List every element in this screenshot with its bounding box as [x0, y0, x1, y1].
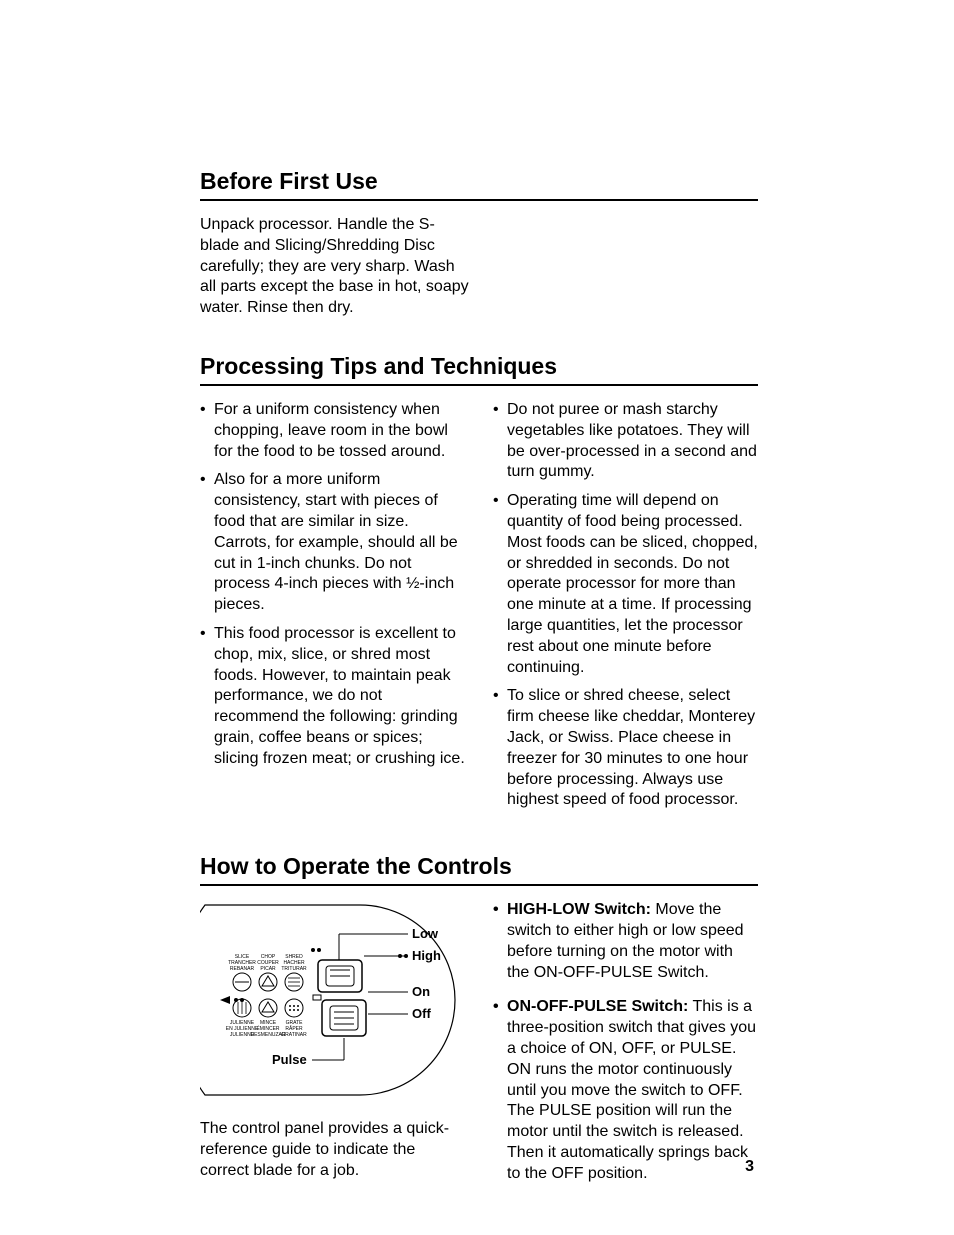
controls-caption: The control panel provides a quick-refer… — [200, 1119, 450, 1181]
svg-text:RÂPER: RÂPER — [285, 1025, 303, 1032]
list-item: For a uniform consistency when chopping,… — [200, 400, 465, 462]
section-title-controls: How to Operate the Controls — [200, 853, 758, 886]
control-body: This is a three-position switch that giv… — [507, 998, 756, 1181]
tips-right-list: Do not puree or mash starchy vegetables … — [493, 400, 758, 811]
list-item: Do not puree or mash starchy vegetables … — [493, 400, 758, 483]
tips-columns: For a uniform consistency when chopping,… — [200, 400, 758, 819]
control-panel-diagram: SLICE TRANCHER REBANAR CHOP COUPER PICAR — [200, 900, 460, 1105]
page-number: 3 — [745, 1158, 754, 1176]
control-lead: ON-OFF-PULSE Switch: — [507, 998, 688, 1015]
icon-shred: SHRED HACHER TRITURAR — [281, 954, 307, 991]
svg-text:PICAR: PICAR — [260, 966, 276, 972]
label-high: High — [412, 948, 441, 963]
control-item-onoffpulse: ON-OFF-PULSE Switch: This is a three-pos… — [493, 997, 758, 1184]
icon-chop: CHOP COUPER PICAR — [257, 954, 279, 991]
list-item: Operating time will depend on quantity o… — [493, 491, 758, 678]
section-title-tips: Processing Tips and Techniques — [200, 353, 758, 386]
label-low: Low — [412, 926, 439, 941]
section-title-before: Before First Use — [200, 168, 758, 201]
list-item: Also for a more uniform consistency, sta… — [200, 470, 465, 616]
list-item: To slice or shred cheese, select firm ch… — [493, 686, 758, 811]
label-on: On — [412, 984, 430, 999]
label-pulse: Pulse — [272, 1052, 307, 1067]
icon-grate: GRATE RÂPER GRATINAR — [281, 999, 307, 1038]
list-item: This food processor is excellent to chop… — [200, 624, 465, 770]
svg-text:GRATINAR: GRATINAR — [281, 1032, 307, 1038]
svg-text:TRITURAR: TRITURAR — [281, 966, 307, 972]
on-off-pulse-switch-icon — [322, 1000, 366, 1036]
label-off: Off — [412, 1006, 431, 1021]
control-lead: HIGH-LOW Switch: — [507, 901, 651, 918]
tips-left-list: For a uniform consistency when chopping,… — [200, 400, 465, 770]
svg-text:ÉMINCER: ÉMINCER — [256, 1025, 279, 1032]
control-item-highlow: HIGH-LOW Switch: Move the switch to eith… — [493, 900, 758, 983]
arrow-left-icon — [220, 996, 230, 1004]
icon-slice: SLICE TRANCHER REBANAR — [228, 954, 256, 991]
svg-text:REBANAR: REBANAR — [230, 966, 255, 972]
before-body: Unpack processor. Handle the S-blade and… — [200, 215, 470, 319]
high-low-switch-icon — [311, 948, 362, 992]
